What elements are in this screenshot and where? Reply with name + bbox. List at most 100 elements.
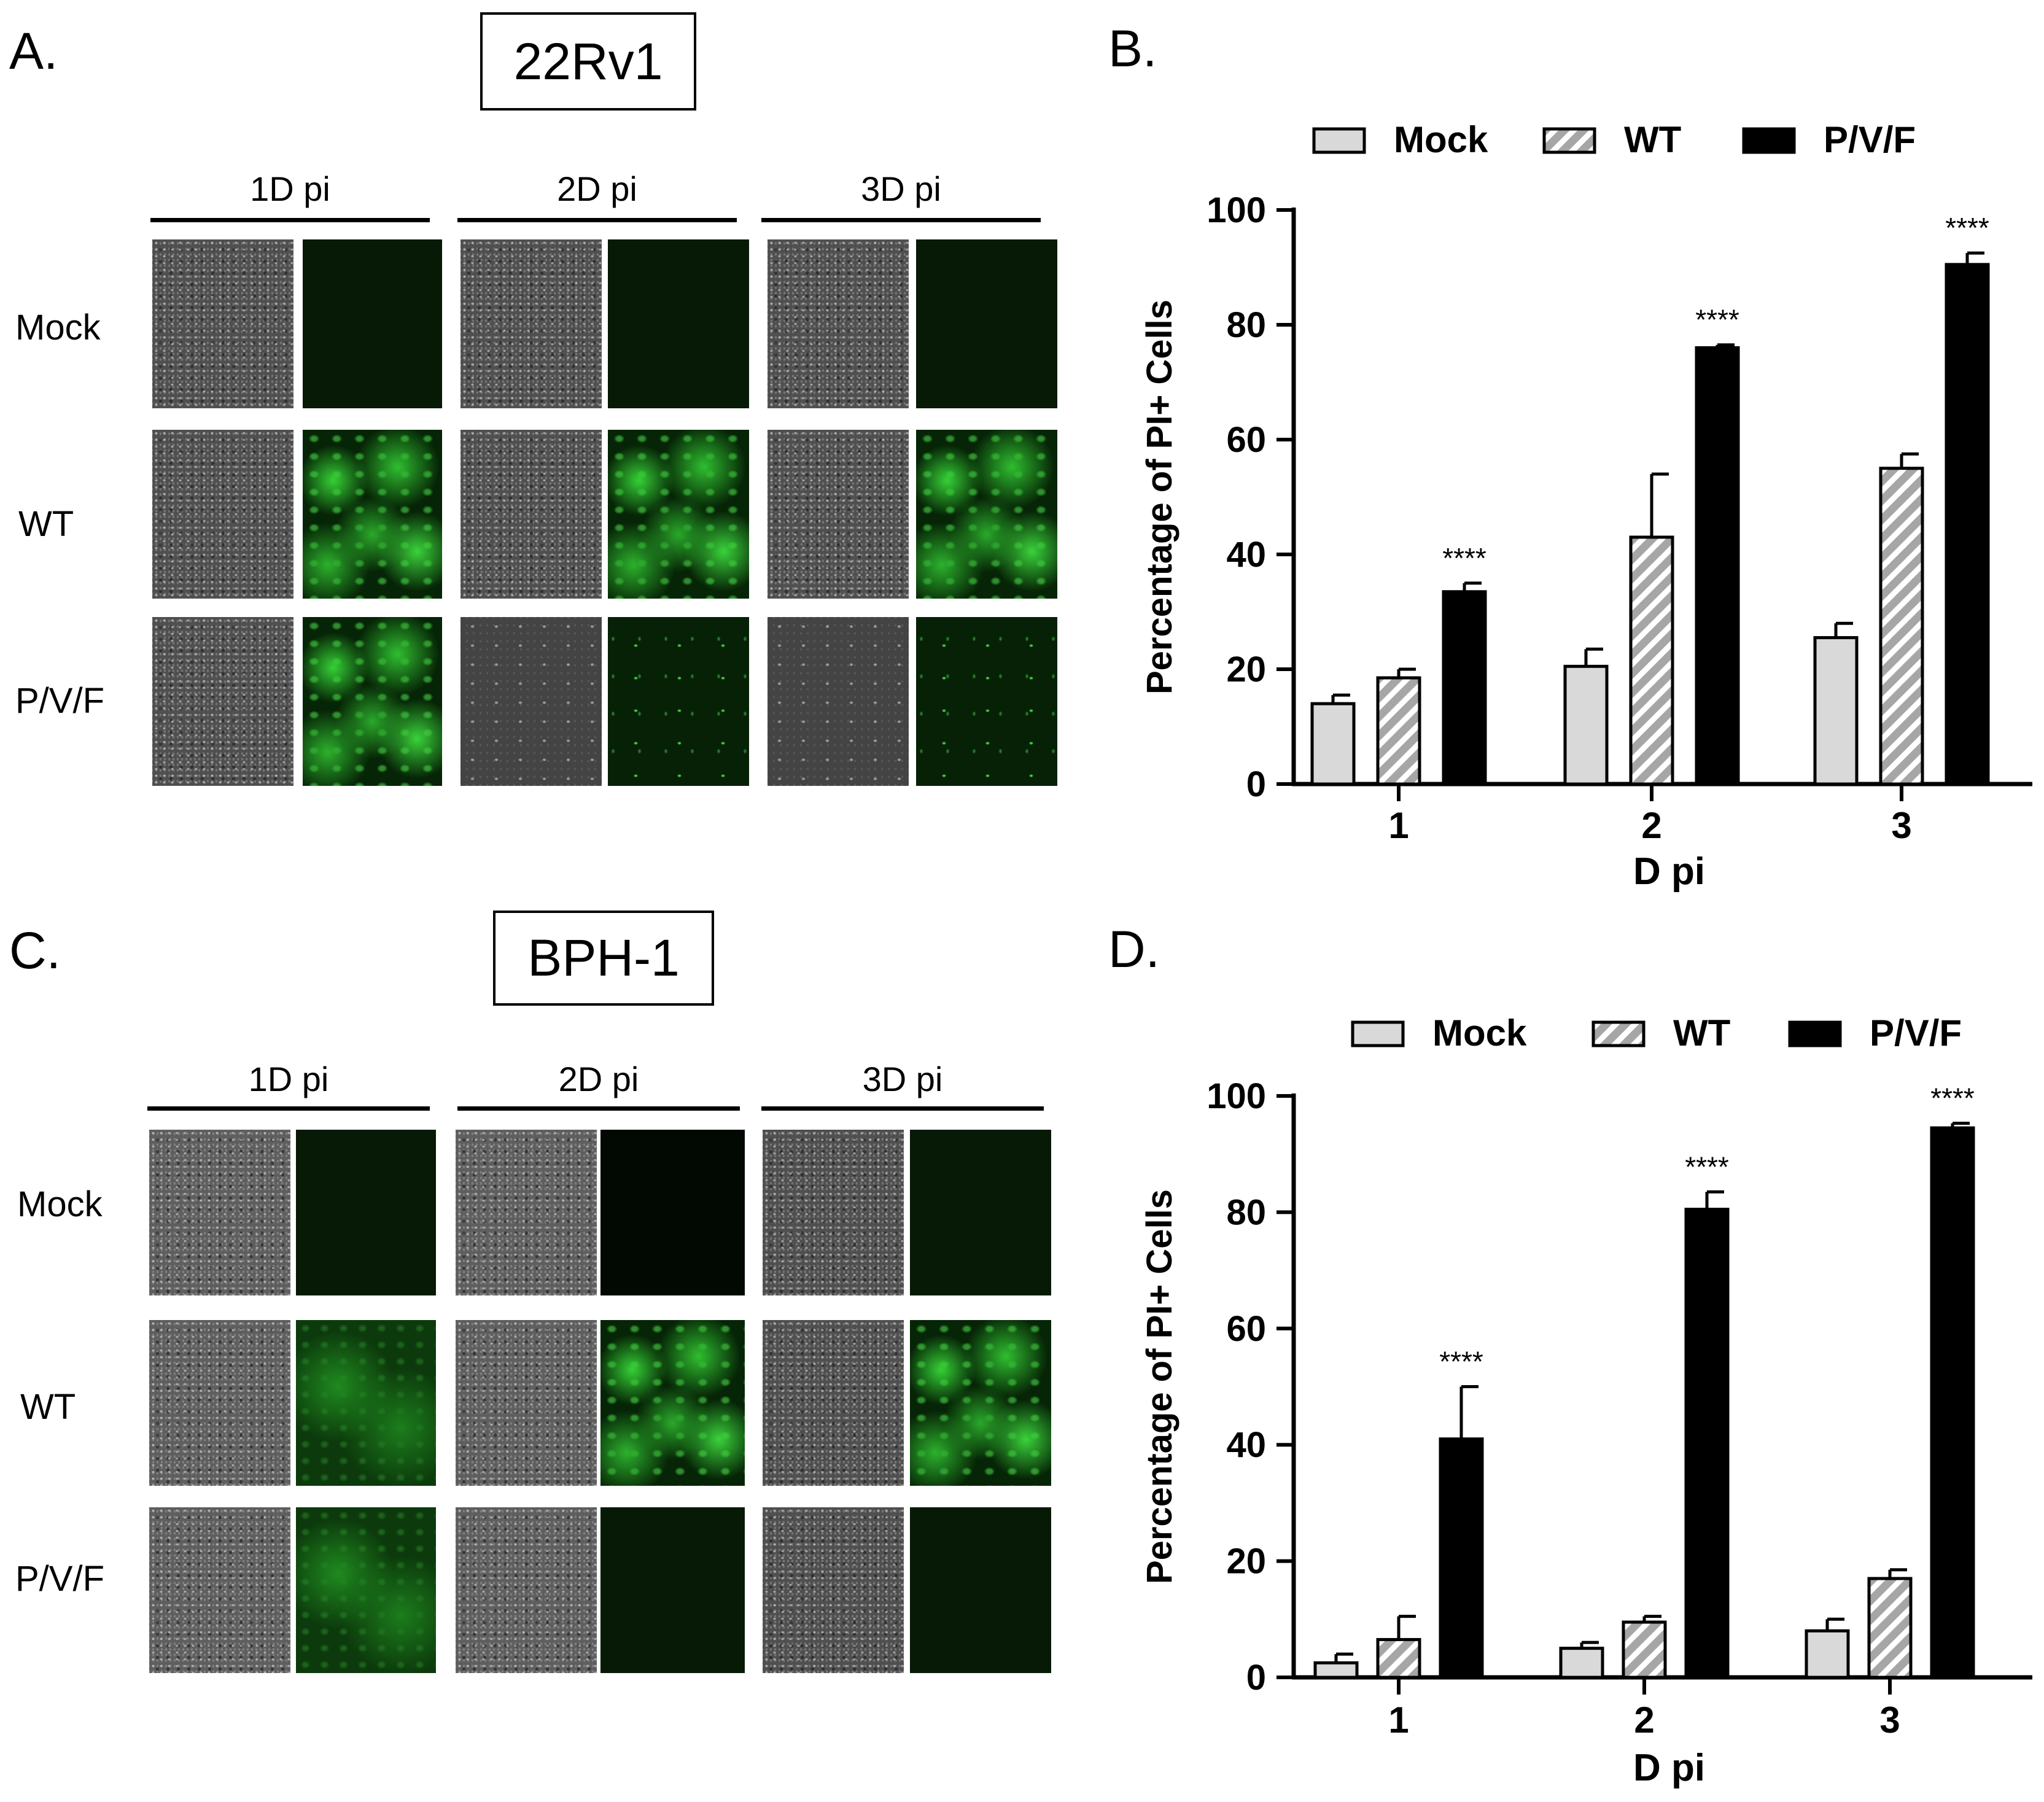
micrograph-c-wt-1d-brightfield bbox=[149, 1320, 290, 1486]
micrograph-a-wt-3d-fluorescence bbox=[916, 430, 1057, 599]
micrograph-a-wt-2d-brightfield bbox=[460, 430, 602, 599]
col-divider-a-3 bbox=[761, 218, 1041, 222]
x-tick-label-b-1: 2 bbox=[1641, 805, 1661, 846]
row-label-a-mock: Mock bbox=[15, 308, 101, 348]
micrograph-c-mock-2d-fluorescence bbox=[600, 1130, 745, 1295]
legend-label-b-1: Mock bbox=[1394, 119, 1488, 160]
bar-d-2-1 bbox=[1867, 1577, 1913, 1679]
y-tick-label-b-2: 40 bbox=[1226, 535, 1266, 575]
legend-label-d-2: WT bbox=[1673, 1012, 1730, 1054]
y-axis-label-d: Percentage of PI+ Cells bbox=[1140, 1189, 1179, 1584]
micrograph-c-wt-1d-fluorescence bbox=[296, 1320, 436, 1486]
micrograph-c-wt-3d-brightfield bbox=[763, 1320, 904, 1486]
y-tick-label-d-3: 60 bbox=[1226, 1309, 1266, 1349]
micrograph-a-pvf-1d-brightfield bbox=[152, 617, 293, 786]
micrograph-a-wt-2d-fluorescence bbox=[608, 430, 749, 599]
col-head-a-3: 3D pi bbox=[861, 169, 941, 208]
bar-d-0-2 bbox=[1439, 1437, 1484, 1679]
col-head-a-1: 1D pi bbox=[250, 169, 330, 208]
bar-b-2-0 bbox=[1813, 636, 1859, 786]
panel-letter-d: D. bbox=[1108, 920, 1160, 978]
bar-b-1-2 bbox=[1695, 346, 1740, 786]
col-divider-c-1 bbox=[147, 1106, 430, 1111]
significance-stars-d-0: **** bbox=[1439, 1346, 1483, 1378]
legend-swatch-b-2 bbox=[1542, 127, 1596, 154]
significance-stars-b-0: **** bbox=[1442, 542, 1486, 574]
legend-label-b-2: WT bbox=[1624, 119, 1681, 160]
x-tick-label-d-2: 3 bbox=[1879, 1699, 1900, 1741]
y-tick-label-b-5: 100 bbox=[1207, 190, 1266, 230]
legend-label-b-3: P/V/F bbox=[1824, 119, 1916, 160]
legend-label-d-1: Mock bbox=[1432, 1012, 1527, 1054]
significance-stars-d-2: **** bbox=[1930, 1082, 1975, 1114]
col-head-c-2: 2D pi bbox=[558, 1060, 639, 1098]
x-axis-label-b: D pi bbox=[1633, 850, 1705, 893]
micrograph-a-pvf-1d-fluorescence bbox=[303, 617, 442, 786]
chart-panel-d: D. Mock WT P/V/F 0 20 40 60 80 100 Percentage of P… bbox=[1108, 920, 2032, 1789]
y-tick-label-b-0: 0 bbox=[1246, 764, 1266, 804]
cell-line-title-bph1: BPH-1 bbox=[493, 911, 714, 1006]
micrograph-a-pvf-2d-fluorescence bbox=[608, 617, 749, 786]
micrograph-c-wt-2d-brightfield bbox=[456, 1320, 597, 1486]
x-axis-label-d: D pi bbox=[1633, 1747, 1705, 1789]
bar-d-0-0 bbox=[1313, 1661, 1359, 1679]
micrograph-a-wt-1d-fluorescence bbox=[303, 430, 442, 599]
micrograph-a-mock-2d-brightfield bbox=[460, 239, 602, 408]
x-tick-label-b-2: 3 bbox=[1891, 805, 1911, 846]
bar-d-1-1 bbox=[1622, 1620, 1667, 1679]
micrograph-a-wt-3d-brightfield bbox=[767, 430, 909, 599]
bar-d-2-0 bbox=[1805, 1629, 1850, 1679]
bar-d-1-2 bbox=[1684, 1208, 1730, 1679]
col-divider-a-1 bbox=[150, 218, 430, 222]
micrograph-c-mock-3d-fluorescence bbox=[910, 1130, 1051, 1295]
row-label-c-mock: Mock bbox=[17, 1184, 103, 1224]
bar-b-0-0 bbox=[1310, 702, 1356, 786]
row-label-a-wt: WT bbox=[18, 504, 74, 544]
col-head-c-1: 1D pi bbox=[248, 1060, 329, 1098]
legend-label-d-3: P/V/F bbox=[1870, 1012, 1962, 1054]
cell-line-title-22rv1: 22Rv1 bbox=[480, 12, 696, 111]
bar-b-0-2 bbox=[1442, 590, 1487, 786]
y-tick-label-d-2: 40 bbox=[1226, 1425, 1266, 1465]
row-label-c-wt: WT bbox=[20, 1387, 76, 1427]
bar-b-2-2 bbox=[1945, 263, 1990, 786]
col-divider-c-3 bbox=[761, 1106, 1044, 1111]
col-divider-c-2 bbox=[457, 1106, 740, 1111]
bar-d-1-0 bbox=[1559, 1647, 1604, 1679]
legend-swatch-d-3 bbox=[1788, 1020, 1842, 1047]
micrograph-c-pvf-1d-fluorescence bbox=[296, 1507, 436, 1673]
legend-swatch-b-1 bbox=[1312, 127, 1366, 154]
y-tick-label-d-5: 100 bbox=[1207, 1076, 1266, 1116]
bar-b-1-0 bbox=[1563, 664, 1609, 786]
micrograph-a-mock-3d-brightfield bbox=[767, 239, 909, 408]
significance-stars-b-1: **** bbox=[1695, 304, 1739, 336]
panel-letter-a: A. bbox=[9, 22, 58, 80]
micrograph-c-pvf-1d-brightfield bbox=[149, 1507, 290, 1673]
micrograph-c-pvf-3d-brightfield bbox=[763, 1507, 904, 1673]
micrograph-a-wt-1d-brightfield bbox=[152, 430, 293, 599]
bar-d-2-2 bbox=[1930, 1126, 1975, 1679]
col-divider-a-2 bbox=[457, 218, 737, 222]
legend-swatch-d-1 bbox=[1351, 1020, 1405, 1047]
significance-stars-d-1: **** bbox=[1685, 1151, 1729, 1183]
x-tick-label-d-1: 2 bbox=[1634, 1699, 1654, 1741]
y-tick-label-d-1: 20 bbox=[1226, 1542, 1266, 1582]
micrograph-a-mock-1d-fluorescence bbox=[303, 239, 442, 408]
row-label-c-pvf: P/V/F bbox=[15, 1559, 105, 1599]
micrograph-c-pvf-3d-fluorescence bbox=[910, 1507, 1051, 1673]
micrograph-c-mock-1d-fluorescence bbox=[296, 1130, 436, 1295]
micrograph-a-pvf-3d-fluorescence bbox=[916, 617, 1057, 786]
y-tick-label-b-1: 20 bbox=[1226, 650, 1266, 689]
micrograph-c-pvf-2d-brightfield bbox=[456, 1507, 597, 1673]
bar-b-0-1 bbox=[1376, 676, 1421, 786]
col-head-a-2: 2D pi bbox=[557, 169, 637, 208]
bar-d-0-1 bbox=[1376, 1637, 1421, 1679]
significance-stars-b-2: **** bbox=[1945, 212, 1989, 244]
row-label-a-pvf: P/V/F bbox=[15, 681, 105, 721]
micrograph-c-mock-1d-brightfield bbox=[149, 1130, 290, 1295]
micrograph-a-pvf-2d-brightfield bbox=[460, 617, 602, 786]
x-tick-label-b-0: 1 bbox=[1388, 805, 1409, 846]
y-axis-label-b: Percentage of PI+ Cells bbox=[1140, 300, 1179, 694]
micrograph-c-mock-2d-brightfield bbox=[456, 1130, 597, 1295]
micrograph-a-pvf-3d-brightfield bbox=[767, 617, 909, 786]
